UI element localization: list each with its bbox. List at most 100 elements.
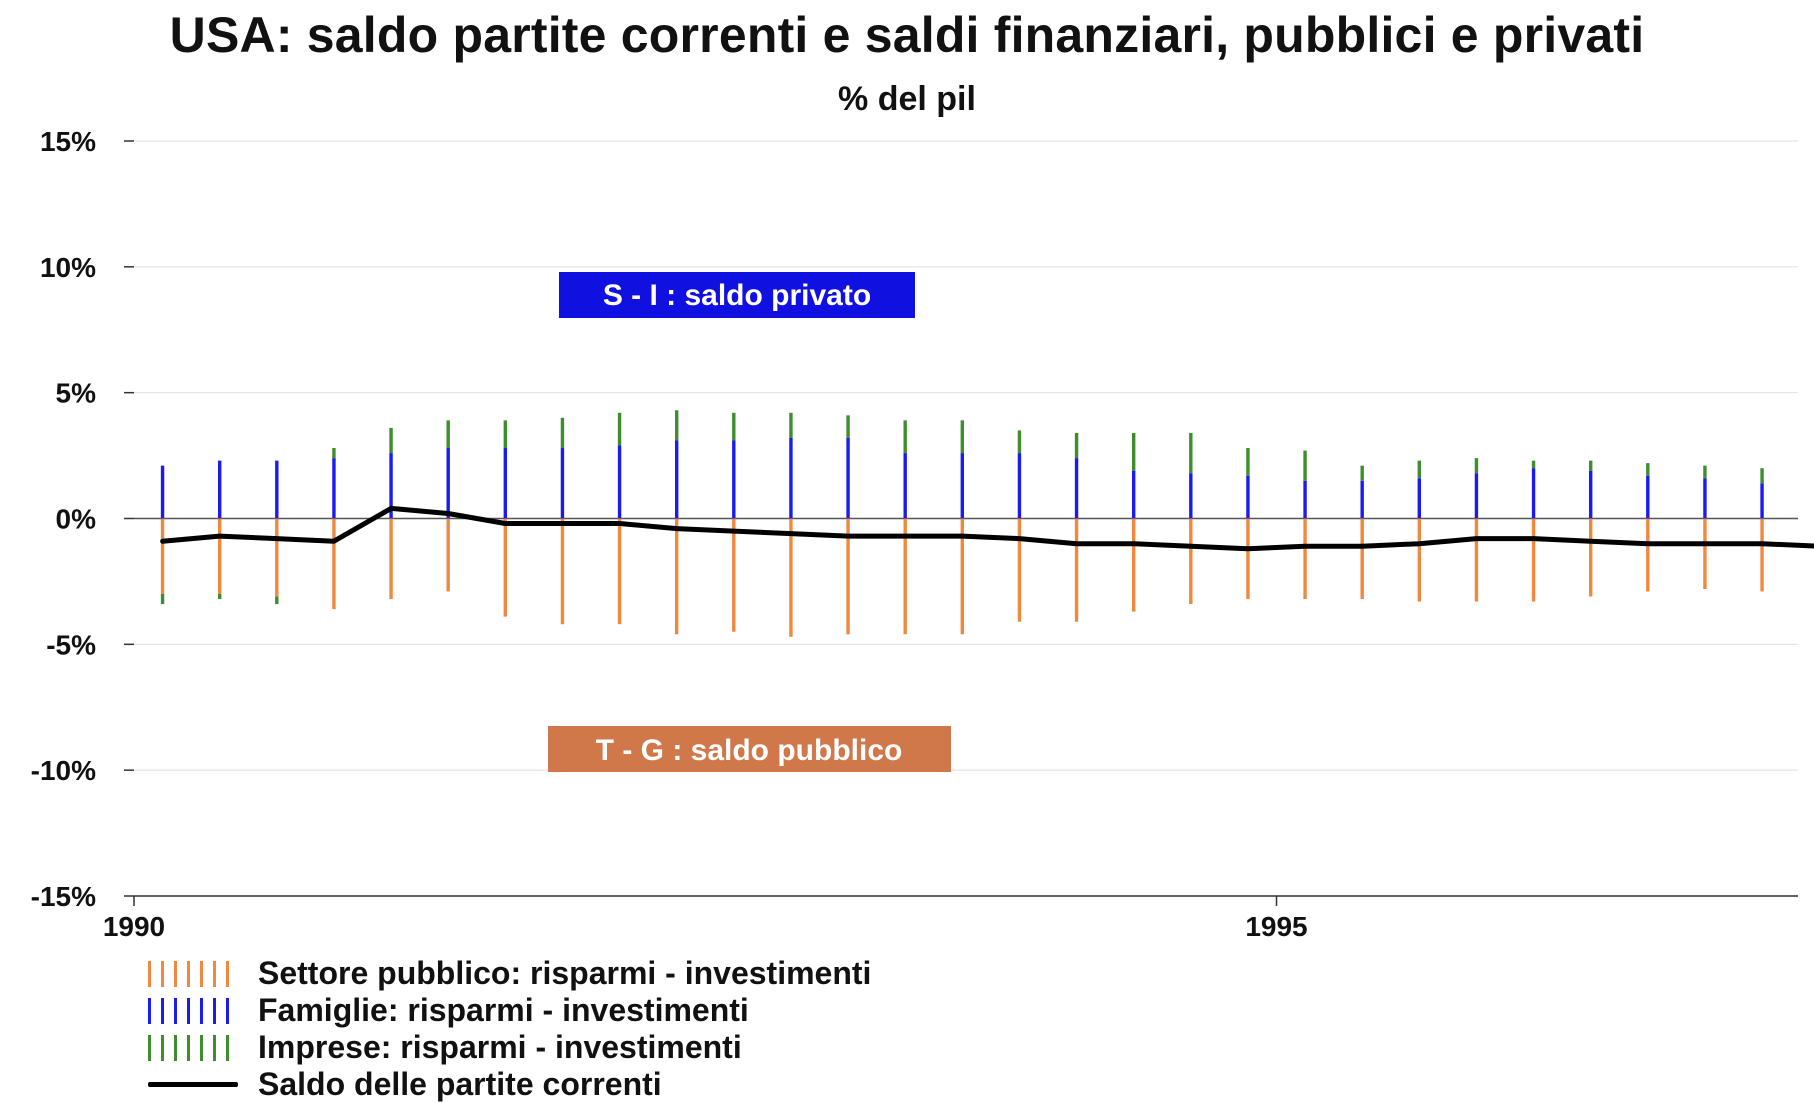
legend-item-public: Settore pubblico: risparmi - investiment… (148, 955, 871, 992)
bar-public (1189, 518, 1193, 605)
annotation-public: T - G : saldo pubblico (548, 726, 951, 772)
bar-households (1189, 473, 1193, 519)
annotation-private-box (559, 272, 915, 318)
y-tick-label: 0% (56, 504, 97, 535)
x-tick-label: 1990 (103, 911, 165, 942)
bar-households (446, 448, 450, 519)
bar-public (1703, 518, 1707, 589)
bar-firms (1417, 460, 1422, 479)
x-axis: 19901995200020052010201520202025 (103, 895, 1798, 942)
bar-firms (160, 594, 165, 605)
bar-firms (1074, 432, 1079, 459)
legend-swatch-firms (148, 1034, 238, 1061)
bar-households (1531, 468, 1536, 519)
bar-firms (1360, 465, 1364, 481)
legend-item-firms: Imprese: risparmi - investimenti (148, 1029, 871, 1066)
bar-public (1074, 518, 1079, 622)
bar-public (1360, 518, 1364, 600)
x-tick-label: 1995 (1245, 911, 1307, 942)
legend-item-current-account: Saldo delle partite correnti (148, 1066, 871, 1103)
bar-public (1246, 518, 1250, 600)
bar-public (446, 518, 450, 592)
bar-firms (1531, 460, 1536, 469)
bar-firms (1303, 450, 1307, 481)
bar-firms (1703, 465, 1707, 479)
bar-firms (617, 412, 622, 446)
bar-firms (903, 420, 907, 454)
bar-public (1646, 518, 1650, 592)
bar-public (389, 518, 393, 600)
annotation-public-text: T - G : saldo pubblico (596, 734, 903, 767)
y-tick-label: -10% (31, 755, 96, 786)
bar-firms (1646, 463, 1650, 476)
bar-households (789, 437, 793, 519)
y-tick-label: 15% (40, 126, 96, 157)
bar-households (389, 453, 393, 519)
bar-firms (389, 427, 393, 454)
bar-households (1474, 473, 1479, 519)
bar-public (332, 518, 336, 610)
bar-households (1360, 480, 1364, 519)
bar-firms (332, 448, 336, 459)
bar-firms (732, 412, 736, 441)
bar-households (332, 458, 336, 519)
bar-public (960, 518, 965, 635)
bar-public (903, 518, 907, 635)
bar-public (275, 518, 279, 597)
chart-title: USA: saldo partite correnti e saldi fina… (169, 7, 1645, 63)
legend-label-public: Settore pubblico: risparmi - investiment… (258, 955, 872, 991)
bar-firms (446, 420, 450, 449)
bar-households (1760, 483, 1764, 519)
bar-households (1017, 453, 1022, 519)
bar-public (1131, 518, 1136, 612)
legend: Settore pubblico: risparmi - investiment… (148, 955, 871, 1103)
bar-firms (1588, 460, 1593, 471)
bar-households (732, 440, 736, 519)
legend-swatch-public (148, 960, 238, 987)
y-axis: 15% 10% 5% 0% -5% -10% -15% (31, 126, 134, 912)
bar-firms (217, 594, 222, 600)
grid (134, 140, 1798, 897)
bar-households (1588, 470, 1593, 519)
bar-public (560, 518, 565, 625)
bar-public (846, 518, 850, 635)
bar-households (674, 440, 679, 519)
bar-firms (674, 410, 679, 441)
bar-firms (1760, 468, 1764, 484)
bar-public (789, 518, 793, 637)
annotation-public-box (548, 726, 951, 772)
bar-public (617, 518, 622, 625)
bar-households (1303, 480, 1307, 519)
bar-households (846, 437, 850, 519)
bar-public (1303, 518, 1307, 600)
bar-firms (1017, 430, 1022, 454)
bar-public (503, 518, 508, 617)
legend-line-current-account (148, 1082, 238, 1087)
bar-households (1246, 475, 1250, 519)
bar-households (903, 453, 907, 519)
bar-households (1646, 475, 1650, 519)
bar-households (1074, 458, 1079, 519)
bar-firms (846, 415, 850, 438)
y-tick-label: -5% (46, 629, 96, 660)
bar-households (160, 465, 165, 519)
chart-subtitle: % del pil (838, 80, 976, 118)
y-tick-label: 5% (56, 378, 97, 409)
bars (160, 410, 1764, 637)
bar-public (217, 518, 222, 594)
bar-public (674, 518, 679, 635)
y-tick-label: -15% (31, 881, 96, 912)
bar-households (503, 448, 508, 519)
bar-firms (560, 417, 565, 449)
bar-firms (1246, 448, 1250, 476)
bar-public (1474, 518, 1479, 602)
legend-item-households: Famiglie: risparmi - investimenti (148, 992, 871, 1029)
current-account-line (160, 505, 1814, 552)
bar-firms (789, 412, 793, 438)
legend-swatch-households (148, 997, 238, 1024)
bar-public (732, 518, 736, 632)
annotation-private-text: S - I : saldo privato (603, 279, 871, 312)
bar-households (1703, 478, 1707, 519)
legend-label-current-account: Saldo delle partite correnti (258, 1066, 662, 1102)
bar-firms (960, 420, 965, 454)
